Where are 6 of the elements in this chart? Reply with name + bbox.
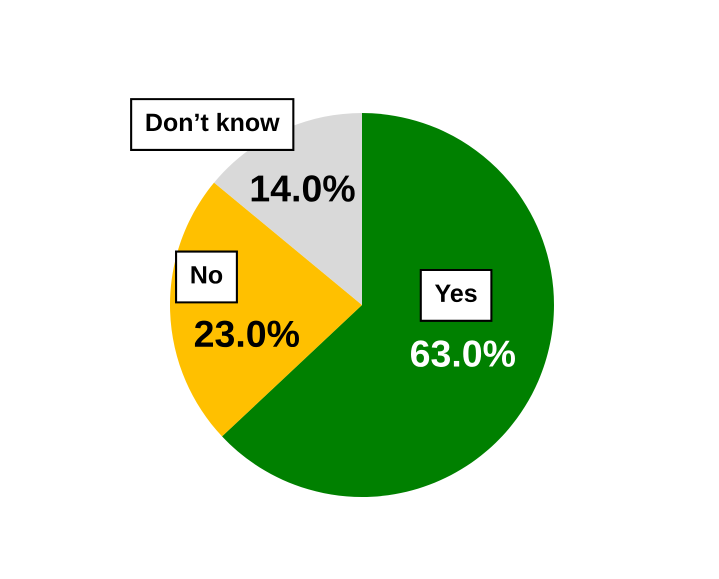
- slice-label: No: [191, 266, 222, 284]
- data-label: 14.0%: [252, 175, 355, 202]
- data-label: 23.0%: [194, 320, 299, 348]
- slice-label: Yes: [434, 284, 477, 302]
- slice-label: Don’t know: [146, 112, 280, 132]
- data-label: 63.0%: [411, 340, 515, 367]
